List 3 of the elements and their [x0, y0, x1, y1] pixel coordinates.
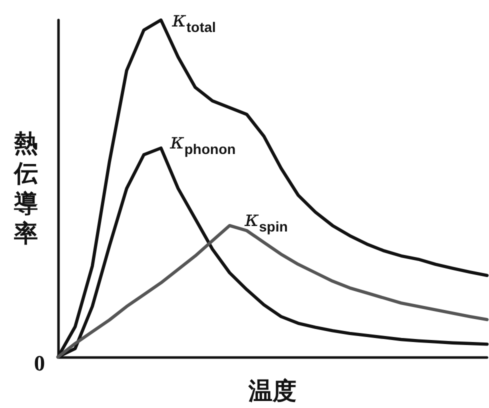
text: 0 [34, 350, 45, 376]
x-axis-title: 温度 [248, 377, 296, 405]
y-axis-title: 熱伝導率 [13, 130, 38, 248]
